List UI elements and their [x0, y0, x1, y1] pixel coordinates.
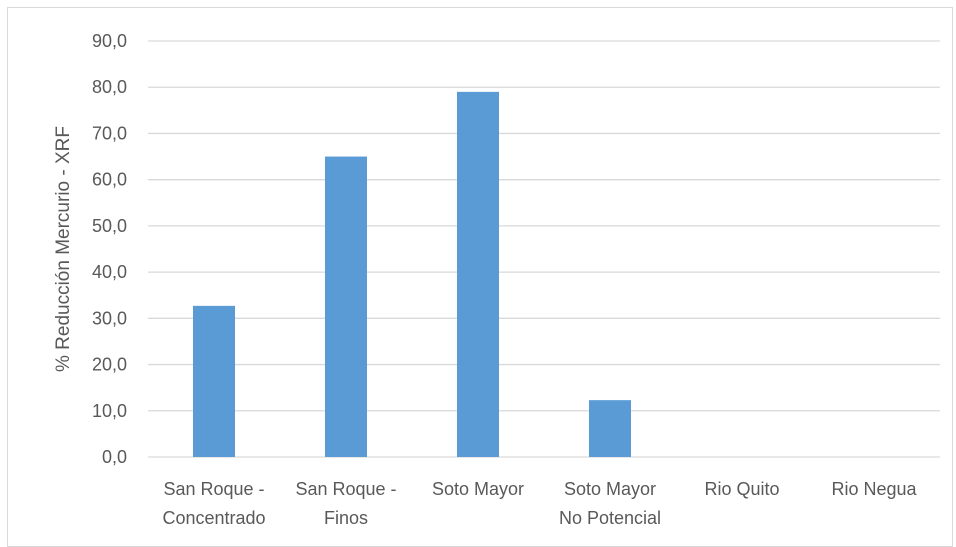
y-tick-label: 30,0: [92, 308, 127, 328]
y-tick-label: 10,0: [92, 401, 127, 421]
y-tick-label: 90,0: [92, 31, 127, 51]
x-category-label: San Roque -Finos: [295, 479, 396, 528]
bars: [193, 91, 631, 458]
y-tick-label: 60,0: [92, 170, 127, 190]
y-tick-label: 70,0: [92, 123, 127, 143]
x-category-label: Rio Quito: [704, 479, 779, 499]
bar: [325, 156, 367, 458]
x-category-label: San Roque -Concentrado: [162, 479, 265, 528]
y-tick-label: 50,0: [92, 216, 127, 236]
x-category-label: Soto Mayor: [432, 479, 524, 499]
y-tick-label: 40,0: [92, 262, 127, 282]
y-tick-label: 80,0: [92, 77, 127, 97]
bar: [193, 305, 235, 457]
y-axis-title: % Reducción Mercurio - XRF: [53, 126, 74, 372]
x-category-label: Soto Mayor No Potencial: [559, 479, 661, 528]
y-axis-ticks: 0,0 10,0 20,0 30,0 40,0 50,0 60,0 70,0 80,0 90,0: [92, 31, 127, 467]
bar: [589, 400, 631, 457]
bar: [457, 91, 499, 457]
gridlines: [148, 40, 940, 458]
x-category-label: Rio Negua: [831, 479, 917, 499]
y-tick-label: 0,0: [102, 447, 127, 467]
y-tick-label: 20,0: [92, 355, 127, 375]
x-axis-ticks: San Roque -Concentrado San Roque -Finos So…: [162, 479, 917, 528]
